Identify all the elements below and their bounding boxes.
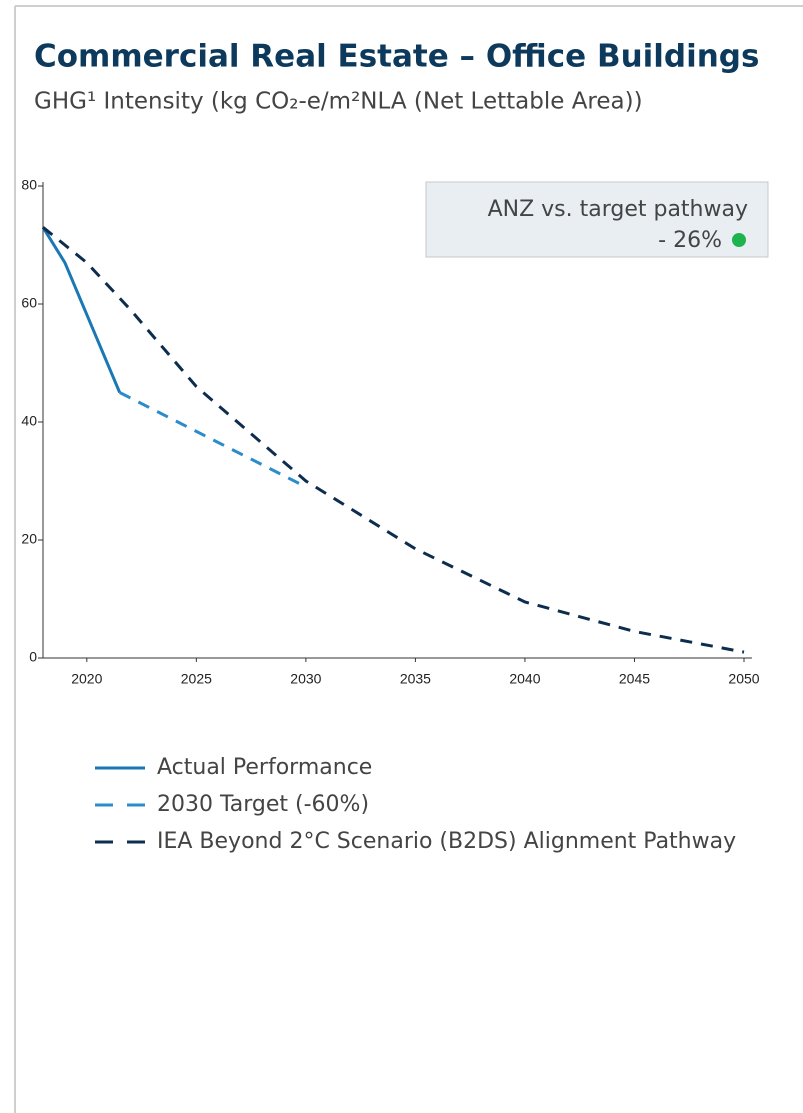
legend-label: Actual Performance [157,755,372,780]
chart-subtitle: GHG¹ Intensity (kg CO₂-e/m²NLA (Net Lett… [34,89,643,115]
annotation-box [425,181,769,258]
x-tick-label: 2035 [400,671,431,687]
legend-label: IEA Beyond 2°C Scenario (B2DS) Alignment… [157,829,736,854]
series-line [118,391,307,489]
series-line [42,226,745,654]
series-line [41,226,122,394]
x-tick-label: 2045 [619,671,650,687]
legend-label: 2030 Target (-60%) [157,792,369,817]
y-tick-label: 60 [21,295,37,311]
x-tick-label: 2020 [71,671,102,687]
y-tick-label: 20 [21,531,37,547]
x-tick-label: 2030 [290,671,321,687]
x-tick-label: 2050 [728,671,759,687]
y-tick-label: 40 [21,413,37,429]
status-dot [732,233,746,247]
annotation-value: - 26% [658,228,722,253]
chart-title: Commercial Real Estate – Office Building… [34,39,759,75]
annotation-text: ANZ vs. target pathway [488,197,748,222]
y-tick-label: 0 [29,649,37,665]
x-tick-label: 2025 [181,671,212,687]
y-tick-label: 80 [21,177,37,193]
x-tick-label: 2040 [509,671,540,687]
